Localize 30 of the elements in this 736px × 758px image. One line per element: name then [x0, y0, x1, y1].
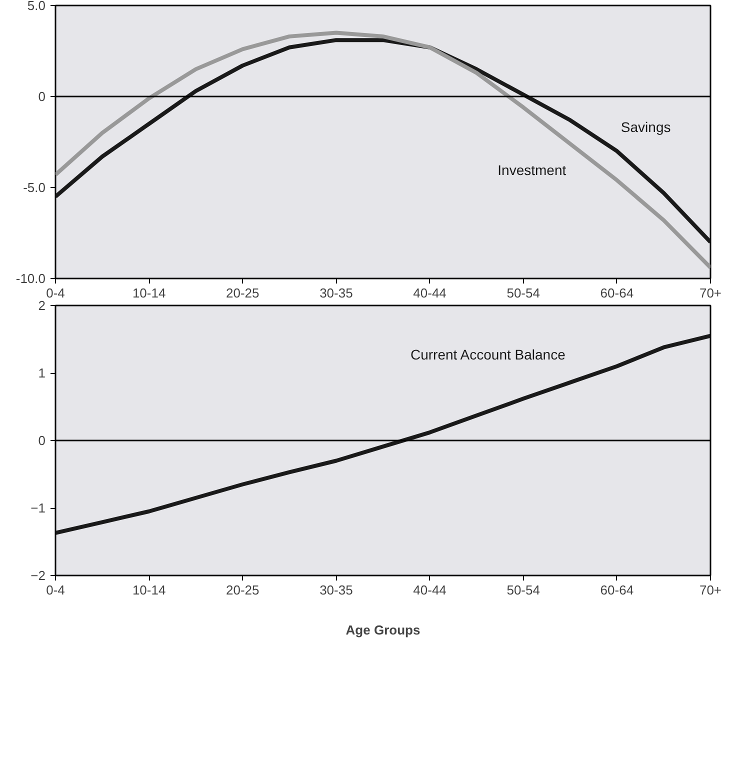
x-tick-label: 60-64	[600, 286, 634, 300]
y-tick-label: -5.0	[23, 180, 46, 195]
x-tick-label: 70+	[699, 286, 722, 300]
y-tick-label: 0	[38, 89, 46, 104]
series-label: Savings	[620, 119, 671, 136]
series-label: Investment	[498, 162, 566, 178]
y-tick-label: -10.0	[16, 271, 46, 286]
y-tick-label: −1	[30, 500, 46, 516]
x-tick-label: 50-54	[506, 286, 540, 300]
x-tick-label: 60-64	[600, 582, 634, 598]
x-tick-label: 20-25	[226, 582, 260, 598]
x-tick-label: 0-4	[46, 286, 65, 300]
x-tick-label: 70+	[699, 582, 722, 598]
y-tick-label: 1	[38, 366, 46, 380]
x-tick-label: 40-44	[413, 286, 446, 300]
y-tick-label: 5.0	[27, 0, 46, 13]
x-tick-label: 0-4	[46, 582, 65, 598]
series-label: Current Account Balance	[410, 346, 566, 362]
x-axis-title: Age Groups	[346, 622, 420, 638]
x-tick-label: 10-14	[132, 286, 166, 300]
x-tick-label: 40-44	[413, 582, 446, 598]
line-series	[56, 334, 710, 535]
y-tick-label: 0	[38, 433, 46, 448]
x-tick-label: 30-35	[320, 286, 353, 300]
y-tick-label: −2	[30, 568, 46, 583]
x-tick-label: 10-14	[132, 582, 166, 598]
x-tick-label: 30-35	[320, 582, 353, 598]
x-tick-label: 50-54	[506, 582, 540, 598]
y-tick-label: 2	[38, 298, 46, 313]
x-tick-label: 20-25	[226, 286, 260, 300]
